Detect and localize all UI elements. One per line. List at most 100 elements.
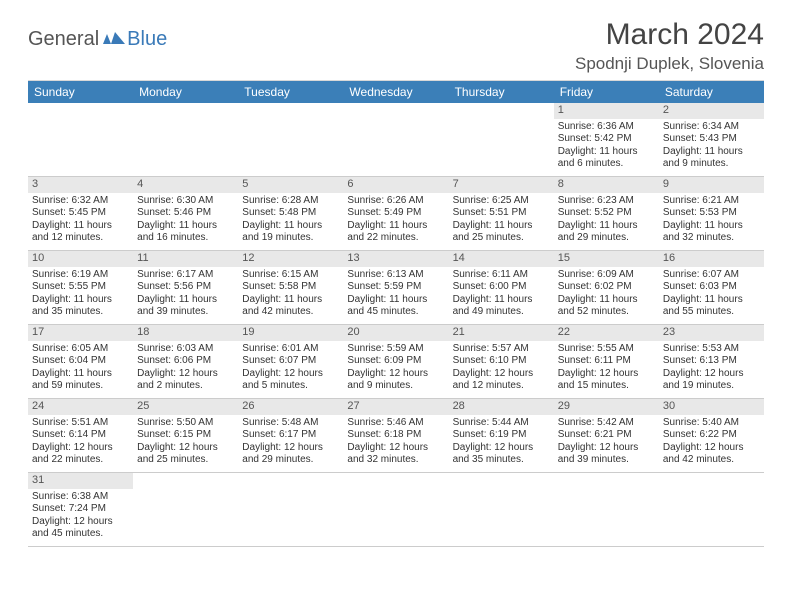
day-cell: 27Sunrise: 5:46 AMSunset: 6:18 PMDayligh…: [343, 399, 448, 473]
sunset-line: Sunset: 5:46 PM: [137, 207, 234, 220]
daylight-line: Daylight: 11 hours and 52 minutes.: [558, 294, 655, 319]
day-number: 12: [238, 251, 343, 267]
sunset-line: Sunset: 6:04 PM: [32, 355, 129, 368]
day-number: 14: [449, 251, 554, 267]
sunset-line: Sunset: 6:07 PM: [242, 355, 339, 368]
daylight-line: Daylight: 12 hours and 15 minutes.: [558, 368, 655, 393]
day-number: 5: [238, 177, 343, 193]
sunrise-line: Sunrise: 6:01 AM: [242, 343, 339, 356]
sunset-line: Sunset: 5:55 PM: [32, 281, 129, 294]
day-number: 19: [238, 325, 343, 341]
day-header: Wednesday: [343, 81, 448, 103]
sunset-line: Sunset: 6:03 PM: [663, 281, 760, 294]
sunrise-line: Sunrise: 6:09 AM: [558, 269, 655, 282]
sunrise-line: Sunrise: 6:03 AM: [137, 343, 234, 356]
daylight-line: Daylight: 11 hours and 49 minutes.: [453, 294, 550, 319]
sunrise-line: Sunrise: 6:21 AM: [663, 195, 760, 208]
sunset-line: Sunset: 5:45 PM: [32, 207, 129, 220]
sunrise-line: Sunrise: 6:07 AM: [663, 269, 760, 282]
daylight-line: Daylight: 12 hours and 42 minutes.: [663, 442, 760, 467]
sunset-line: Sunset: 5:49 PM: [347, 207, 444, 220]
day-cell: 22Sunrise: 5:55 AMSunset: 6:11 PMDayligh…: [554, 325, 659, 399]
empty-cell: [449, 103, 554, 177]
day-number: 28: [449, 399, 554, 415]
day-number: 6: [343, 177, 448, 193]
sunrise-line: Sunrise: 6:15 AM: [242, 269, 339, 282]
daylight-line: Daylight: 12 hours and 35 minutes.: [453, 442, 550, 467]
sunrise-line: Sunrise: 5:59 AM: [347, 343, 444, 356]
day-cell: 13Sunrise: 6:13 AMSunset: 5:59 PMDayligh…: [343, 251, 448, 325]
daylight-line: Daylight: 11 hours and 12 minutes.: [32, 220, 129, 245]
calendar-grid: SundayMondayTuesdayWednesdayThursdayFrid…: [28, 80, 764, 547]
day-cell: 17Sunrise: 6:05 AMSunset: 6:04 PMDayligh…: [28, 325, 133, 399]
sunrise-line: Sunrise: 6:38 AM: [32, 491, 129, 504]
location-title: Spodnji Duplek, Slovenia: [575, 54, 764, 74]
sunrise-line: Sunrise: 6:34 AM: [663, 121, 760, 134]
sunrise-line: Sunrise: 6:28 AM: [242, 195, 339, 208]
day-number: 31: [28, 473, 133, 489]
empty-cell: [133, 473, 238, 547]
day-header: Friday: [554, 81, 659, 103]
sunrise-line: Sunrise: 6:05 AM: [32, 343, 129, 356]
daylight-line: Daylight: 12 hours and 9 minutes.: [347, 368, 444, 393]
sunset-line: Sunset: 6:18 PM: [347, 429, 444, 442]
day-number: 23: [659, 325, 764, 341]
daylight-line: Daylight: 12 hours and 12 minutes.: [453, 368, 550, 393]
day-number: 24: [28, 399, 133, 415]
day-cell: 14Sunrise: 6:11 AMSunset: 6:00 PMDayligh…: [449, 251, 554, 325]
daylight-line: Daylight: 11 hours and 45 minutes.: [347, 294, 444, 319]
day-number: 7: [449, 177, 554, 193]
sunset-line: Sunset: 5:58 PM: [242, 281, 339, 294]
sunset-line: Sunset: 6:02 PM: [558, 281, 655, 294]
day-cell: 15Sunrise: 6:09 AMSunset: 6:02 PMDayligh…: [554, 251, 659, 325]
day-number: 1: [554, 103, 659, 119]
day-cell: 26Sunrise: 5:48 AMSunset: 6:17 PMDayligh…: [238, 399, 343, 473]
day-number: 4: [133, 177, 238, 193]
day-number: 3: [28, 177, 133, 193]
sunrise-line: Sunrise: 5:46 AM: [347, 417, 444, 430]
day-number: 22: [554, 325, 659, 341]
day-number: 16: [659, 251, 764, 267]
daylight-line: Daylight: 11 hours and 6 minutes.: [558, 146, 655, 171]
month-title: March 2024: [575, 18, 764, 52]
logo-text-blue: Blue: [127, 28, 167, 51]
header-row: General Blue March 2024 Spodnji Duplek, …: [28, 18, 764, 74]
sunrise-line: Sunrise: 6:11 AM: [453, 269, 550, 282]
day-header: Thursday: [449, 81, 554, 103]
empty-cell: [659, 473, 764, 547]
day-number: 13: [343, 251, 448, 267]
day-cell: 9Sunrise: 6:21 AMSunset: 5:53 PMDaylight…: [659, 177, 764, 251]
day-header: Sunday: [28, 81, 133, 103]
sunrise-line: Sunrise: 6:23 AM: [558, 195, 655, 208]
sunset-line: Sunset: 6:11 PM: [558, 355, 655, 368]
day-cell: 31Sunrise: 6:38 AMSunset: 7:24 PMDayligh…: [28, 473, 133, 547]
day-cell: 30Sunrise: 5:40 AMSunset: 6:22 PMDayligh…: [659, 399, 764, 473]
day-number: 8: [554, 177, 659, 193]
daylight-line: Daylight: 11 hours and 32 minutes.: [663, 220, 760, 245]
day-cell: 6Sunrise: 6:26 AMSunset: 5:49 PMDaylight…: [343, 177, 448, 251]
daylight-line: Daylight: 12 hours and 29 minutes.: [242, 442, 339, 467]
day-cell: 25Sunrise: 5:50 AMSunset: 6:15 PMDayligh…: [133, 399, 238, 473]
daylight-line: Daylight: 11 hours and 55 minutes.: [663, 294, 760, 319]
empty-cell: [238, 103, 343, 177]
sunset-line: Sunset: 5:53 PM: [663, 207, 760, 220]
sunrise-line: Sunrise: 6:26 AM: [347, 195, 444, 208]
daylight-line: Daylight: 11 hours and 29 minutes.: [558, 220, 655, 245]
logo-text-general: General: [28, 28, 99, 51]
sunrise-line: Sunrise: 6:17 AM: [137, 269, 234, 282]
day-cell: 21Sunrise: 5:57 AMSunset: 6:10 PMDayligh…: [449, 325, 554, 399]
day-number: 20: [343, 325, 448, 341]
day-number: 25: [133, 399, 238, 415]
sunrise-line: Sunrise: 5:57 AM: [453, 343, 550, 356]
day-cell: 24Sunrise: 5:51 AMSunset: 6:14 PMDayligh…: [28, 399, 133, 473]
sunset-line: Sunset: 5:43 PM: [663, 133, 760, 146]
day-cell: 19 Sunrise: 6:01 AMSunset: 6:07 PMDayligh…: [238, 325, 343, 399]
sunrise-line: Sunrise: 5:40 AM: [663, 417, 760, 430]
sunrise-line: Sunrise: 6:36 AM: [558, 121, 655, 134]
day-cell: 1Sunrise: 6:36 AMSunset: 5:42 PMDaylight…: [554, 103, 659, 177]
daylight-line: Daylight: 12 hours and 5 minutes.: [242, 368, 339, 393]
title-block: March 2024 Spodnji Duplek, Slovenia: [575, 18, 764, 74]
sunset-line: Sunset: 6:17 PM: [242, 429, 339, 442]
sunset-line: Sunset: 5:59 PM: [347, 281, 444, 294]
sunset-line: Sunset: 5:51 PM: [453, 207, 550, 220]
